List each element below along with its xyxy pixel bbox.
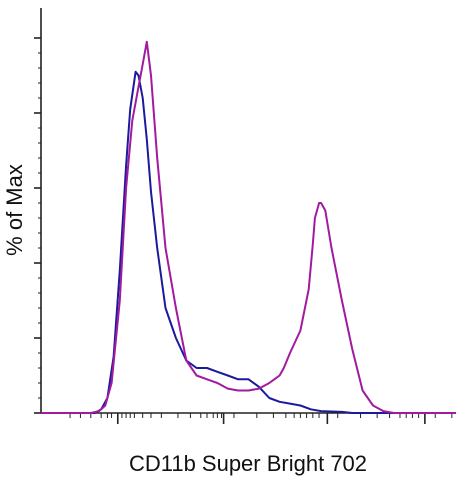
series-1-line [41, 70, 456, 414]
y-axis-label: % of Max [2, 164, 27, 256]
series-2-line [41, 40, 456, 414]
x-axis-label: CD11b Super Bright 702 [129, 451, 367, 476]
axis-ticks [34, 37, 453, 424]
series-layer [41, 40, 456, 414]
